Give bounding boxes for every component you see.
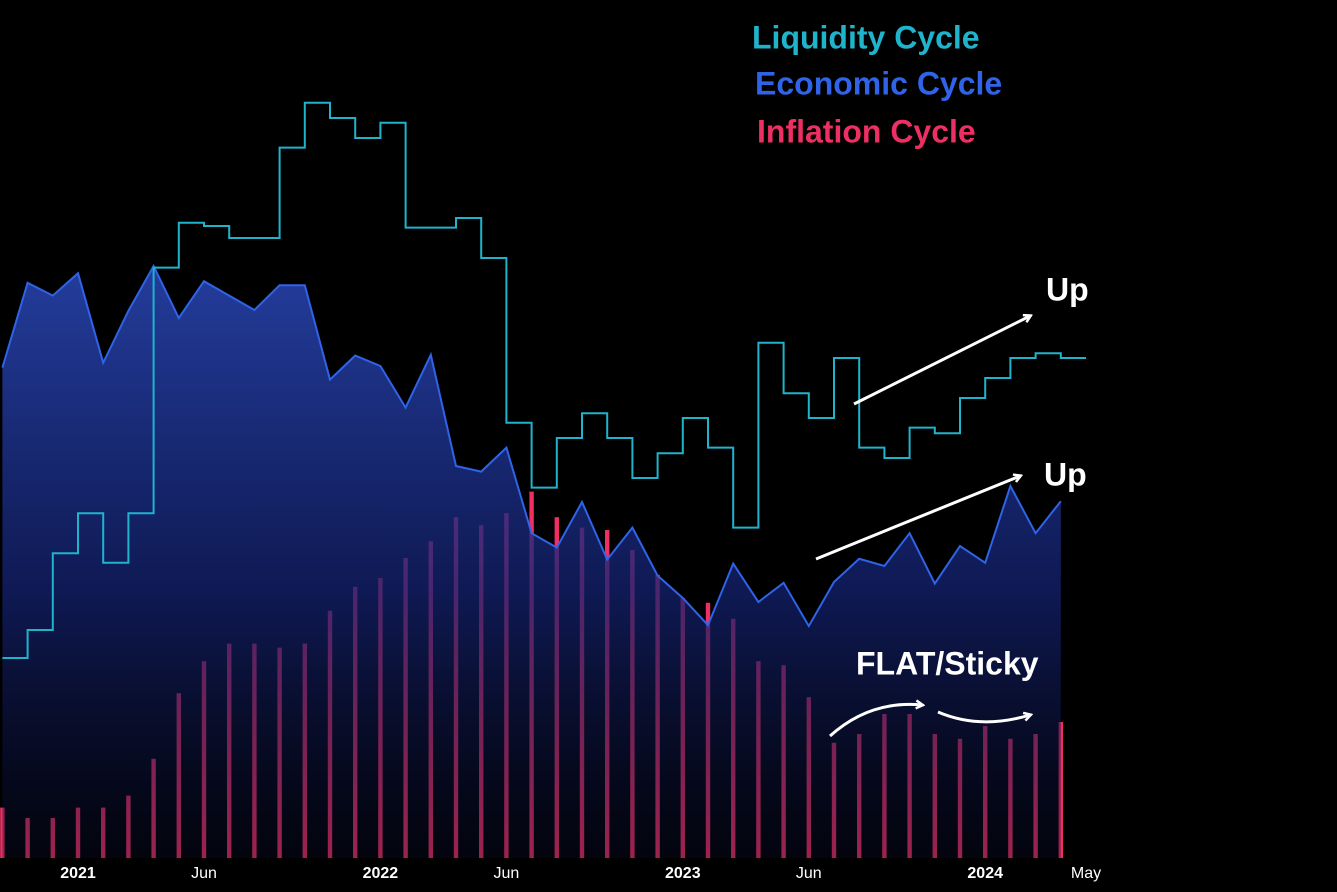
- arrow: [937, 710, 1030, 724]
- arrow: [828, 704, 922, 738]
- arrow: [815, 476, 1020, 561]
- legend: Liquidity Cycle Economic Cycle Inflation C…: [752, 19, 1002, 149]
- legend-entry: Inflation Cycle: [757, 113, 976, 149]
- x-tick-label: 2021: [60, 865, 96, 882]
- area: [2, 266, 1061, 858]
- legend-entry: Liquidity Cycle: [752, 19, 980, 55]
- x-tick-label: 2022: [363, 865, 399, 882]
- plot: 2021 Jun 2022 Jun 2023 Jun 2024 May: [0, 101, 1101, 882]
- annotations: Up Up FLAT/Sticky: [815, 271, 1089, 738]
- x-tick-label: Jun: [494, 865, 520, 882]
- x-tick-label: 2024: [967, 865, 1003, 882]
- step-line: [2, 101, 1086, 659]
- annotation: Up: [1044, 456, 1087, 492]
- line: [1, 263, 1062, 628]
- legend-entry: Economic Cycle: [755, 65, 1002, 101]
- arrow: [853, 316, 1030, 406]
- x-tick-label: 2023: [665, 865, 701, 882]
- x-tick-label: Jun: [191, 865, 217, 882]
- x-tick-label: May: [1071, 865, 1101, 882]
- annotation: FLAT/Sticky: [856, 645, 1039, 681]
- annotation: Up: [1046, 271, 1089, 307]
- x-tick-label: Jun: [796, 865, 822, 882]
